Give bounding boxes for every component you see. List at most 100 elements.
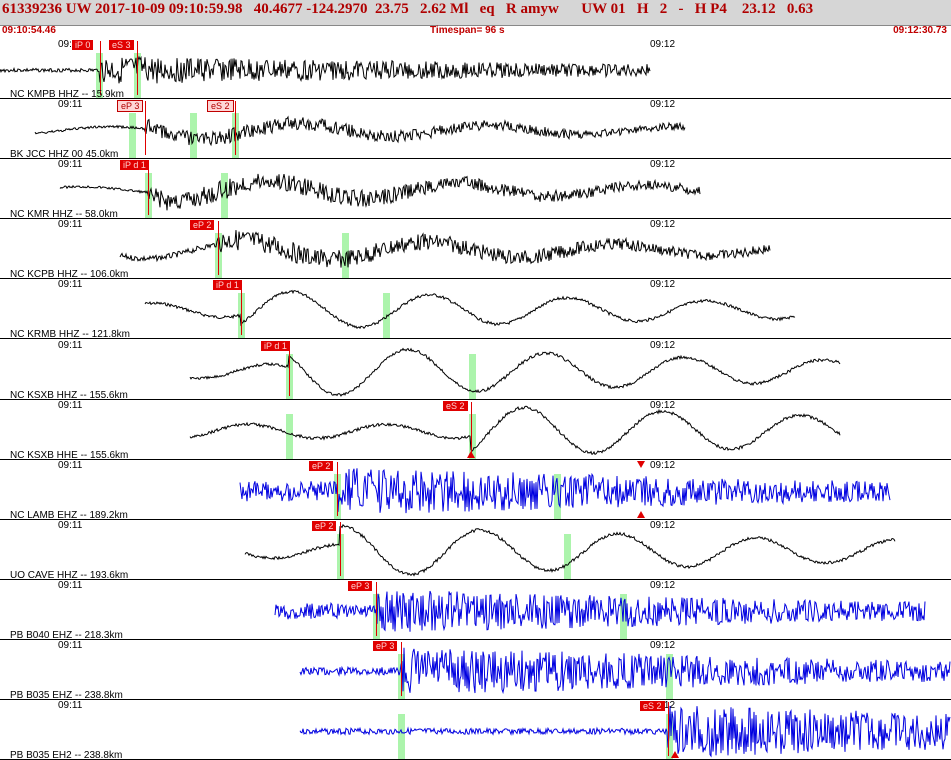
pick-window [398,714,405,760]
waveform [189,347,841,397]
time-tick-label: 09:12 [650,219,676,231]
pick-marker-line [289,341,290,396]
pick-label[interactable]: eP 3 [117,100,144,113]
time-tick-label: 09:11 [58,279,83,291]
trace-panel[interactable]: 09:11 09:12 eP 3 PB B035 EHZ -- 238.8km [0,640,951,701]
pick-marker-line [376,581,377,636]
waveform [119,230,771,268]
pick-window [221,173,228,219]
title-bar: 61339236 UW 2017-10-09 09:10:59.98 40.46… [0,0,951,26]
trace-panel[interactable]: 09:11 09:12 eP 2 NC LAMB EHZ -- 189.2km [0,460,951,520]
trace-panel[interactable]: 09:11 09:12 iP d 1 NC KRMB HHZ -- 121.8km [0,279,951,340]
waveform-path [244,523,896,577]
time-tick-label: 09:11 [58,700,83,712]
pick-label[interactable]: iP 0 [72,40,94,50]
waveform-path [299,647,951,695]
pick-label[interactable]: iP d 1 [213,280,242,291]
triangle-up-icon [637,510,645,518]
time-tick-label: 09:11 [58,99,83,111]
waveform [239,467,891,513]
pick-label[interactable]: eP 2 [312,520,337,531]
pick-label[interactable]: iP d 1 [120,160,149,171]
pick-window [564,533,571,579]
pick-window [666,714,673,760]
pick-label[interactable]: eP 2 [309,460,334,471]
time-tick-label: 09:12 [650,159,676,171]
trace-panel[interactable]: 09:11 09:12 eS 2 NC KSXB HHE -- 155.6km [0,400,951,460]
trace-panel[interactable]: 09:11 09:12 iP 0 eS 3 NC KMPB HHZ -- 15.9km [0,39,951,100]
triangle-up-icon [467,450,475,458]
time-tick-label: 09:11 [58,159,83,171]
station-label: NC KSXB HHZ -- 155.6km [10,389,128,400]
seismogram-panels[interactable]: 09:11 09:12 iP 0 eS 3 NC KMPB HHZ -- 15.9km 0… [0,39,951,760]
start-time: 09:10:54.46 [2,25,56,36]
trace-panel[interactable]: 09:11 09:12 eP 2 UO CAVE HHZ -- 193.6km [0,520,951,580]
pick-label[interactable]: eP 3 [348,580,373,591]
pick-window [286,413,293,459]
pick-marker-line [145,101,146,156]
pick-marker-line [668,702,669,757]
waveform [244,523,896,577]
station-label: NC KMPB HHZ -- 15.9km [10,89,124,100]
pick-marker-line [137,41,138,96]
station-label: PB B040 EHZ -- 218.3km [10,629,123,640]
waveform [144,290,796,330]
pick-label[interactable]: eS 3 [109,40,134,50]
waveform-path [189,347,841,397]
trace-panel[interactable]: 09:11 09:12 iP d 1 NC KSXB HHZ -- 155.6km [0,340,951,400]
pick-marker-line [401,642,402,697]
time-tick-label: 09:12 [650,339,676,351]
time-tick-label: 09:11 [58,519,83,531]
time-tick-label: 09:11 [58,399,83,411]
timespan: Timespan= 96 s [430,25,505,36]
time-tick-label: 09:11 [58,579,83,591]
time-tick-label: 09:11 [58,339,83,351]
waveform [0,55,651,84]
time-tick-label: 09:12 [650,39,676,50]
pick-label[interactable]: eS 2 [443,400,468,411]
waveform-path [0,55,651,84]
station-label: BK JCC HHZ 00 45.0km [10,149,119,160]
time-tick-label: 09:11 [58,39,83,50]
pick-marker-line [241,281,242,336]
station-label: NC LAMB EHZ -- 189.2km [10,509,128,520]
end-time: 09:12:30.73 [893,25,947,36]
pick-marker-line [340,521,341,576]
pick-marker-line [337,461,338,516]
waveform-path [144,290,796,330]
pick-label[interactable]: eP 3 [373,641,398,651]
pick-marker-line [148,161,149,216]
trace-panel[interactable]: 09:11 09:12 eP 3 eS 2 BK JCC HHZ 00 45.0km [0,99,951,160]
pick-window [554,473,561,519]
pick-window [666,654,673,700]
time-tick-label: 09:12 [650,579,676,591]
waveform-path [189,405,841,455]
waveform-path [59,174,701,211]
triangle-down-icon [637,460,645,468]
station-label: NC KMR HHZ -- 58.0km [10,209,118,220]
trace-panel[interactable]: 09:11 09:12 iP d 1 NC KMR HHZ -- 58.0km [0,159,951,220]
time-tick-label: 09:12 [650,640,676,651]
waveform [274,590,926,632]
pick-label[interactable]: iP d 1 [261,340,290,351]
trace-panel[interactable]: 09:11 09:12 eP 3 PB B040 EHZ -- 218.3km [0,580,951,640]
time-tick-label: 09:12 [650,399,676,411]
pick-label[interactable]: eS 2 [207,100,234,113]
pick-label[interactable]: eP 2 [190,220,215,231]
waveform-path [239,467,891,513]
pick-label[interactable]: eS 2 [640,701,665,712]
time-tick-label: 09:12 [650,519,676,531]
trace-panel[interactable]: 09:11 09:12 eP 2 NC KCPB HHZ -- 106.0km [0,219,951,280]
waveform [189,405,841,455]
waveform-path [274,590,926,632]
time-tick-label: 09:12 [650,279,676,291]
pick-marker-line [235,101,236,156]
pick-window [469,413,476,459]
waveform-path [119,230,771,268]
time-tick-label: 09:12 [650,99,676,111]
station-label: UO CAVE HHZ -- 193.6km [10,569,129,580]
pick-window [129,113,136,159]
pick-marker-line [471,401,472,456]
time-tick-label: 09:11 [58,219,83,231]
